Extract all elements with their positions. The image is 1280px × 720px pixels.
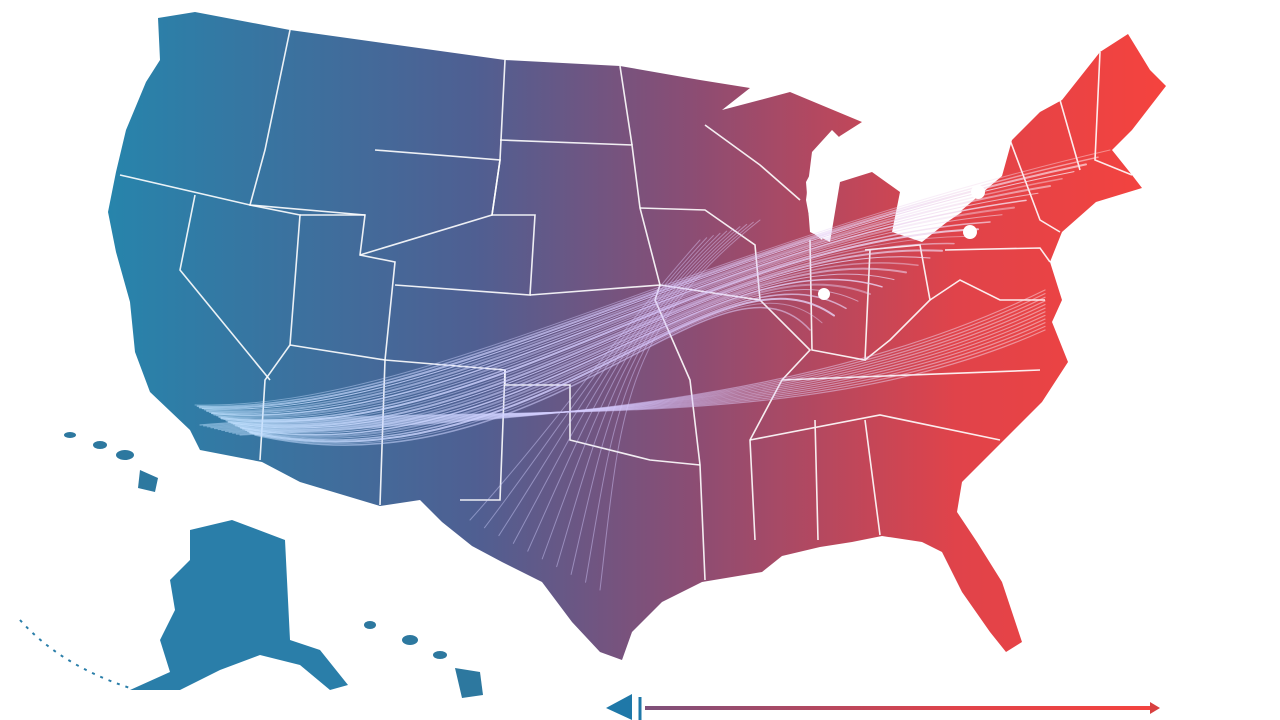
flow-line	[218, 221, 991, 421]
flow-line	[213, 206, 1015, 418]
hawaii	[64, 432, 483, 698]
state-border	[289, 344, 701, 466]
alaska	[130, 520, 348, 690]
state-borders	[119, 29, 1133, 581]
flow-line	[527, 230, 728, 552]
us-mainland	[108, 12, 1166, 660]
flow-line	[541, 228, 734, 560]
flow-line	[228, 300, 1046, 433]
flow-line	[252, 302, 823, 444]
island	[64, 432, 76, 438]
slider-handle[interactable]	[606, 694, 632, 720]
state-border	[394, 59, 536, 296]
flow-line	[249, 297, 835, 443]
aleutians	[19, 619, 131, 689]
flow-line	[203, 178, 1063, 412]
flow-line	[237, 273, 895, 434]
lake-huron	[862, 122, 905, 180]
flow-line	[196, 156, 1099, 408]
island	[433, 651, 447, 659]
island	[364, 621, 376, 629]
lake-michigan	[806, 130, 842, 240]
island	[93, 441, 107, 449]
flow-line	[211, 199, 1027, 416]
flow-line	[210, 318, 1046, 429]
island	[116, 450, 134, 460]
flow-line	[221, 307, 1046, 432]
flow-lines	[194, 149, 1111, 591]
flow-line	[224, 303, 1046, 432]
city-dot	[818, 288, 830, 300]
flow-line	[585, 221, 754, 583]
flow-line	[239, 289, 1046, 436]
flow-line	[206, 185, 1051, 414]
flow-line	[194, 149, 1111, 406]
flow-line	[247, 293, 847, 441]
flow-line	[242, 283, 871, 438]
flow-line	[570, 223, 748, 575]
flow-line	[239, 278, 883, 436]
timeline-slider[interactable]	[606, 694, 1160, 720]
flow-line	[483, 237, 708, 529]
flow-line	[213, 314, 1046, 430]
flow-line	[199, 329, 1046, 426]
flow-line	[216, 214, 1003, 419]
flow-line	[198, 163, 1087, 409]
flow-line	[498, 235, 714, 537]
flow-line	[206, 322, 1046, 428]
island	[455, 668, 483, 698]
flow-line	[512, 232, 721, 544]
flow-line	[469, 239, 701, 521]
flow-line	[599, 219, 761, 591]
flow-line	[208, 192, 1039, 414]
slider-end	[1150, 702, 1160, 714]
city-dot	[971, 185, 985, 199]
state-border	[619, 65, 761, 581]
flow-line	[556, 226, 741, 568]
city-dot	[963, 225, 977, 239]
island	[402, 635, 418, 645]
flow-line	[203, 325, 1046, 427]
state-border	[179, 194, 271, 381]
flow-line	[201, 171, 1075, 410]
flow-line	[254, 306, 811, 446]
island	[138, 470, 158, 492]
flow-line	[217, 311, 1046, 431]
